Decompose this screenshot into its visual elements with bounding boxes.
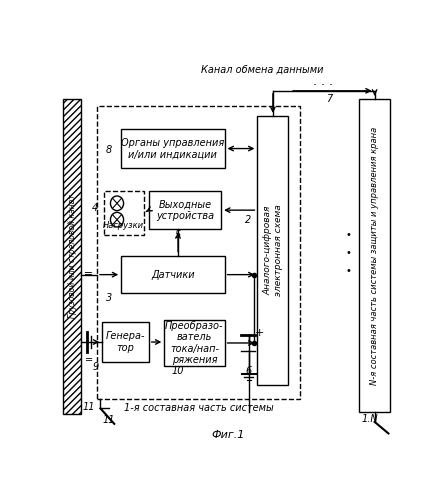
- Text: 2: 2: [245, 215, 251, 225]
- Bar: [102, 322, 149, 362]
- Text: 5: 5: [175, 230, 181, 240]
- Text: Фиг.1: Фиг.1: [211, 430, 245, 440]
- Bar: [104, 191, 144, 235]
- Text: 1-я составная часть системы: 1-я составная часть системы: [124, 404, 274, 413]
- Text: 4: 4: [92, 203, 98, 213]
- Bar: [121, 130, 225, 168]
- Bar: [257, 116, 288, 386]
- Text: ═: ═: [84, 268, 91, 278]
- Text: 8: 8: [106, 146, 112, 156]
- Bar: [62, 98, 81, 414]
- Text: =: =: [85, 356, 93, 366]
- Text: Преобразо-
ватель
тока/нап-
ряжения: Преобразо- ватель тока/нап- ряжения: [165, 320, 224, 366]
- Bar: [359, 98, 390, 412]
- Bar: [164, 320, 225, 366]
- Text: +: +: [255, 328, 264, 338]
- Text: 1.N: 1.N: [361, 414, 378, 424]
- Text: 9: 9: [92, 362, 98, 372]
- Text: 7: 7: [326, 94, 332, 104]
- Text: . . .: . . .: [313, 74, 333, 88]
- Text: 3: 3: [106, 292, 112, 302]
- Text: •
•
•: • • •: [345, 230, 351, 276]
- Text: N-я составная часть системы защиты и управления крана: N-я составная часть системы защиты и упр…: [370, 126, 379, 384]
- Bar: [121, 256, 225, 293]
- Text: Генера-
тор: Генера- тор: [106, 331, 145, 353]
- Text: Выходные
устройства: Выходные устройства: [156, 200, 214, 221]
- Text: 6: 6: [245, 366, 251, 376]
- Text: 10: 10: [172, 366, 184, 376]
- Text: Грузовой или стреловой канат: Грузовой или стреловой канат: [68, 194, 77, 318]
- Bar: [149, 191, 221, 230]
- Text: 11: 11: [82, 402, 95, 411]
- Text: Датчики: Датчики: [151, 270, 195, 280]
- Text: Органы управления
и/или индикации: Органы управления и/или индикации: [121, 138, 225, 160]
- Text: Аналого-цифровая
электронная схема: Аналого-цифровая электронная схема: [263, 204, 283, 296]
- Text: Канал обмена данными: Канал обмена данными: [201, 64, 324, 74]
- Text: 11: 11: [103, 415, 115, 425]
- Text: Нагрузки: Нагрузки: [103, 221, 144, 230]
- Bar: [97, 106, 300, 399]
